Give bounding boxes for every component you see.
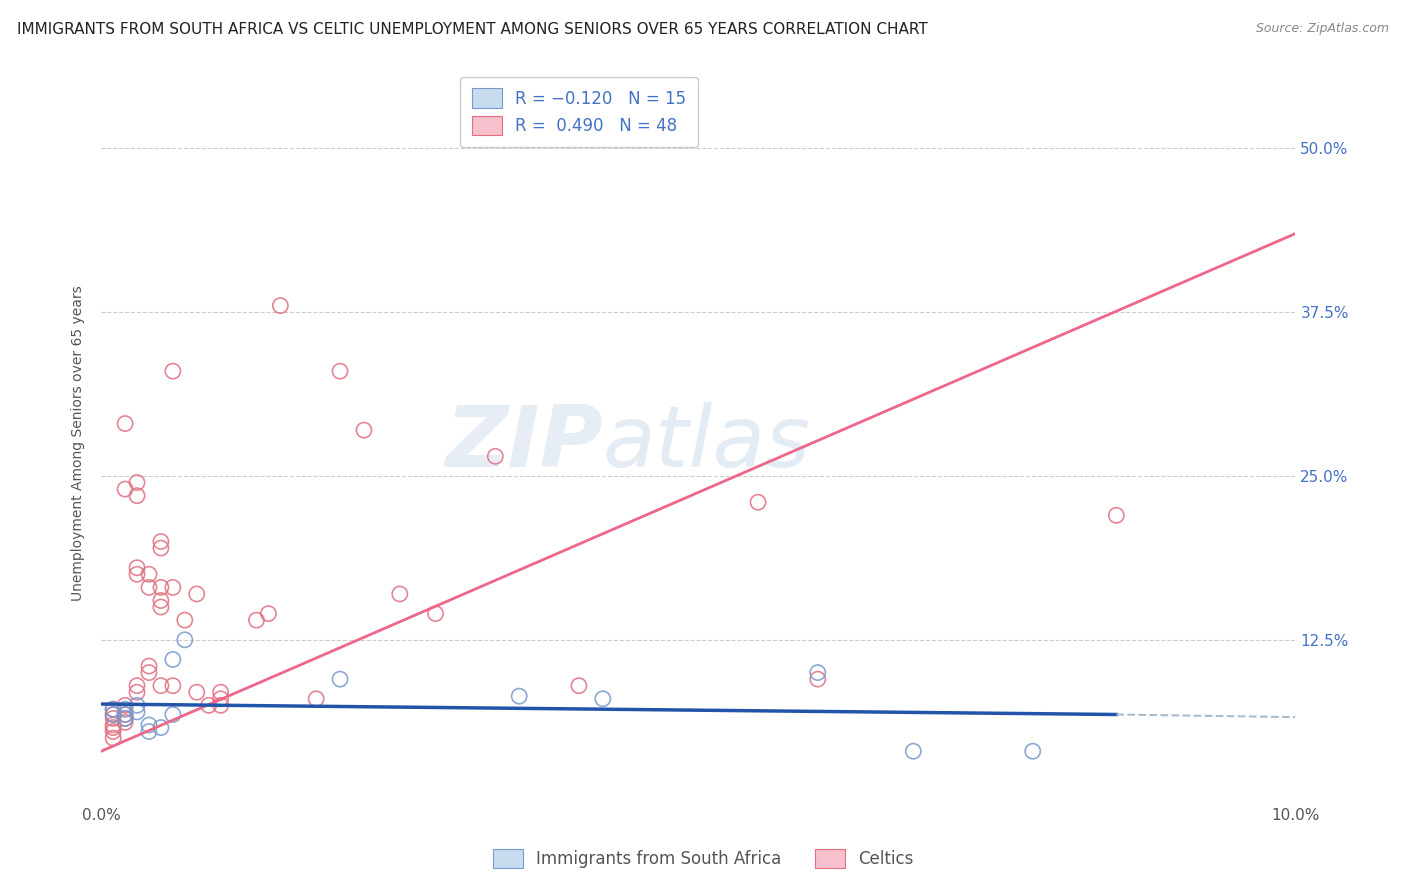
Point: [138, 718, 160, 732]
Point: [125, 679, 148, 693]
Point: [162, 581, 184, 595]
Point: [114, 698, 136, 713]
Point: [125, 698, 148, 713]
Point: [269, 299, 291, 313]
Point: [114, 417, 136, 431]
Point: [125, 560, 148, 574]
Point: [1105, 508, 1128, 523]
Text: Source: ZipAtlas.com: Source: ZipAtlas.com: [1256, 22, 1389, 36]
Point: [186, 685, 208, 699]
Point: [101, 718, 124, 732]
Point: [162, 679, 184, 693]
Point: [114, 707, 136, 722]
Point: [138, 724, 160, 739]
Point: [125, 567, 148, 582]
Point: [173, 632, 195, 647]
Point: [592, 691, 614, 706]
Point: [162, 707, 184, 722]
Point: [149, 534, 172, 549]
Point: [125, 475, 148, 490]
Point: [125, 489, 148, 503]
Point: [388, 587, 411, 601]
Point: [425, 607, 447, 621]
Point: [305, 691, 328, 706]
Point: [209, 691, 232, 706]
Point: [149, 679, 172, 693]
Point: [138, 567, 160, 582]
Point: [149, 581, 172, 595]
Point: [807, 665, 830, 680]
Point: [162, 364, 184, 378]
Point: [353, 423, 375, 437]
Point: [186, 587, 208, 601]
Point: [257, 607, 280, 621]
Point: [138, 581, 160, 595]
Point: [101, 721, 124, 735]
Point: [101, 707, 124, 722]
Point: [508, 689, 530, 703]
Text: ZIP: ZIP: [446, 401, 603, 484]
Point: [149, 593, 172, 607]
Point: [209, 685, 232, 699]
Point: [101, 724, 124, 739]
Point: [329, 364, 352, 378]
Point: [114, 711, 136, 725]
Point: [807, 672, 830, 686]
Point: [101, 702, 124, 716]
Point: [1022, 744, 1045, 758]
Point: [114, 707, 136, 722]
Legend: R = −0.120   N = 15, R =  0.490   N = 48: R = −0.120 N = 15, R = 0.490 N = 48: [460, 77, 697, 147]
Text: IMMIGRANTS FROM SOUTH AFRICA VS CELTIC UNEMPLOYMENT AMONG SENIORS OVER 65 YEARS : IMMIGRANTS FROM SOUTH AFRICA VS CELTIC U…: [17, 22, 928, 37]
Point: [162, 652, 184, 666]
Point: [101, 707, 124, 722]
Point: [101, 731, 124, 745]
Point: [138, 659, 160, 673]
Point: [149, 541, 172, 555]
Point: [209, 698, 232, 713]
Text: atlas: atlas: [603, 401, 811, 484]
Point: [125, 705, 148, 719]
Point: [484, 450, 506, 464]
Point: [149, 721, 172, 735]
Point: [245, 613, 267, 627]
Point: [568, 679, 591, 693]
Point: [329, 672, 352, 686]
Point: [101, 711, 124, 725]
Point: [101, 702, 124, 716]
Point: [197, 698, 219, 713]
Point: [903, 744, 925, 758]
Legend: Immigrants from South Africa, Celtics: Immigrants from South Africa, Celtics: [486, 842, 920, 875]
Point: [125, 685, 148, 699]
Point: [114, 711, 136, 725]
Point: [173, 613, 195, 627]
Point: [114, 715, 136, 730]
Point: [747, 495, 769, 509]
Y-axis label: Unemployment Among Seniors over 65 years: Unemployment Among Seniors over 65 years: [72, 285, 86, 601]
Point: [138, 665, 160, 680]
Point: [114, 482, 136, 496]
Point: [114, 702, 136, 716]
Point: [149, 600, 172, 615]
